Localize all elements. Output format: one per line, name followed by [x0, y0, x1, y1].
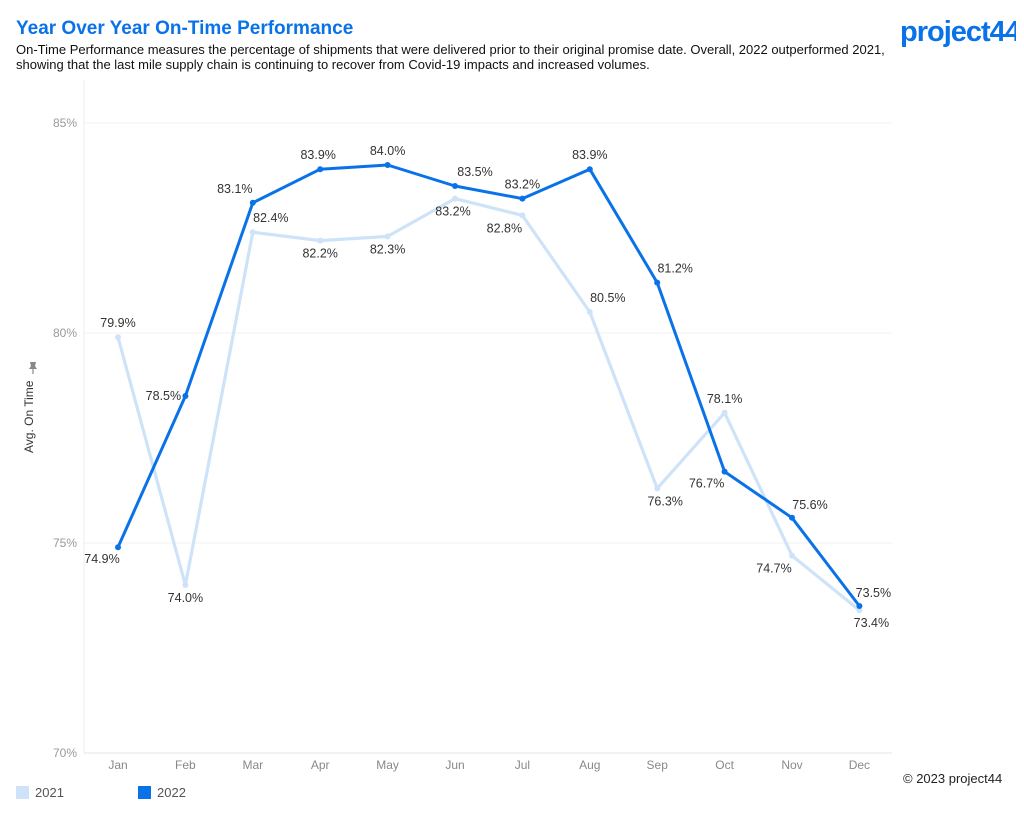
- data-point-2022[interactable]: [654, 279, 661, 286]
- x-tick-label: Mar: [242, 758, 263, 772]
- data-point-2022[interactable]: [519, 195, 526, 202]
- data-label-2021: 78.1%: [707, 392, 742, 406]
- data-point-2021[interactable]: [249, 229, 256, 236]
- data-label-2021: 74.0%: [168, 591, 203, 605]
- data-point-2022[interactable]: [317, 166, 324, 173]
- x-axis: Jan Feb Mar Apr May Jun Jul Aug Sep Oct Nov Dec: [84, 752, 892, 772]
- data-point-2021[interactable]: [586, 309, 593, 315]
- series-line-2022[interactable]: [116, 163, 861, 607]
- data-point-2021[interactable]: [317, 237, 324, 244]
- data-label-2021: 74.7%: [756, 562, 791, 576]
- data-label-2021: 80.5%: [590, 291, 625, 305]
- data-point-2022[interactable]: [249, 199, 256, 206]
- data-point-2022[interactable]: [182, 393, 189, 399]
- legend-swatch-2021: [16, 786, 29, 799]
- y-axis-title: Avg. On Time: [22, 380, 36, 453]
- x-tick-label: Apr: [311, 758, 330, 772]
- x-tick-label: Oct: [715, 758, 734, 772]
- data-point-2022[interactable]: [115, 544, 121, 551]
- data-point-2021[interactable]: [519, 212, 526, 219]
- data-point-2021[interactable]: [721, 409, 728, 416]
- pin-icon[interactable]: [29, 362, 37, 374]
- data-label-2022: 73.5%: [856, 586, 891, 600]
- data-label-2022: 76.7%: [689, 477, 724, 491]
- data-point-2021[interactable]: [384, 233, 391, 240]
- gridlines: [84, 122, 892, 544]
- data-label-2021: 79.9%: [100, 316, 135, 330]
- y-axis: 70% 75% 80% 85%: [53, 80, 85, 760]
- data-point-2022[interactable]: [384, 162, 391, 168]
- data-point-2022[interactable]: [586, 166, 593, 173]
- data-label-2021: 82.8%: [487, 221, 522, 235]
- data-label-2022: 83.5%: [457, 165, 492, 179]
- x-tick-label: Jun: [445, 758, 464, 772]
- legend-item-2021[interactable]: 2021: [16, 785, 138, 800]
- legend-swatch-2022: [138, 786, 151, 799]
- legend-label-2022: 2022: [157, 785, 186, 800]
- data-point-2022[interactable]: [721, 468, 728, 475]
- data-label-2021: 83.2%: [435, 205, 470, 219]
- data-point-2022[interactable]: [856, 603, 863, 609]
- series-lines: [116, 163, 861, 612]
- data-point-2022[interactable]: [452, 183, 458, 189]
- x-tick-label: Sep: [647, 758, 669, 772]
- y-tick-label: 80%: [53, 326, 77, 340]
- line-chart: 70% 75% 80% 85% Jan Feb Mar Apr May Jun Jul Aug Sep…: [22, 80, 892, 772]
- y-axis-title-group: Avg. On Time: [22, 362, 37, 453]
- copyright-text: © 2023 project44: [903, 771, 1003, 786]
- data-label-2022: 83.9%: [300, 148, 335, 162]
- x-tick-label: Jul: [515, 758, 530, 772]
- x-tick-label: Aug: [579, 758, 600, 772]
- data-label-2022: 75.6%: [792, 498, 827, 512]
- data-label-2021: 73.4%: [854, 616, 889, 630]
- legend-label-2021: 2021: [35, 785, 64, 800]
- legend-item-2022[interactable]: 2022: [138, 785, 260, 800]
- data-label-2022: 83.2%: [505, 178, 540, 192]
- x-tick-label: Jan: [108, 758, 127, 772]
- chart-title: Year Over Year On-Time Performance: [16, 18, 354, 39]
- legend: 2021 2022: [16, 785, 260, 800]
- data-point-2022[interactable]: [789, 514, 795, 521]
- data-labels: 79.9% 74.0% 82.4% 82.2% 82.3% 83.2% 82.8% 80.5%…: [84, 144, 891, 630]
- data-point-2021[interactable]: [115, 334, 121, 341]
- data-point-2021[interactable]: [856, 607, 863, 614]
- y-tick-label: 85%: [53, 116, 77, 130]
- logo-text: project44: [900, 16, 1016, 48]
- data-label-2021: 82.2%: [302, 247, 337, 261]
- chart-subtitle: On-Time Performance measures the percent…: [16, 42, 885, 72]
- data-label-2021: 82.3%: [370, 242, 405, 256]
- data-point-2021[interactable]: [452, 195, 458, 202]
- series-line-2021[interactable]: [116, 197, 861, 612]
- x-tick-label: May: [376, 758, 399, 772]
- data-label-2021: 82.4%: [253, 211, 288, 225]
- y-tick-label: 70%: [53, 746, 77, 760]
- data-label-2022: 78.5%: [146, 389, 181, 403]
- y-tick-label: 75%: [53, 536, 77, 550]
- data-label-2021: 76.3%: [647, 494, 682, 508]
- data-label-2022: 84.0%: [370, 144, 405, 158]
- x-tick-label: Nov: [781, 758, 802, 772]
- data-point-2021[interactable]: [654, 485, 661, 492]
- x-tick-label: Dec: [849, 758, 870, 772]
- data-label-2022: 83.1%: [217, 182, 252, 196]
- series-points: [115, 162, 863, 614]
- data-label-2022: 74.9%: [84, 552, 119, 566]
- x-tick-label: Feb: [175, 758, 196, 772]
- data-label-2022: 83.9%: [572, 148, 607, 162]
- project44-logo: project44: [900, 16, 1016, 48]
- data-point-2021[interactable]: [789, 552, 795, 559]
- data-label-2022: 81.2%: [657, 262, 692, 276]
- data-point-2021[interactable]: [182, 582, 189, 588]
